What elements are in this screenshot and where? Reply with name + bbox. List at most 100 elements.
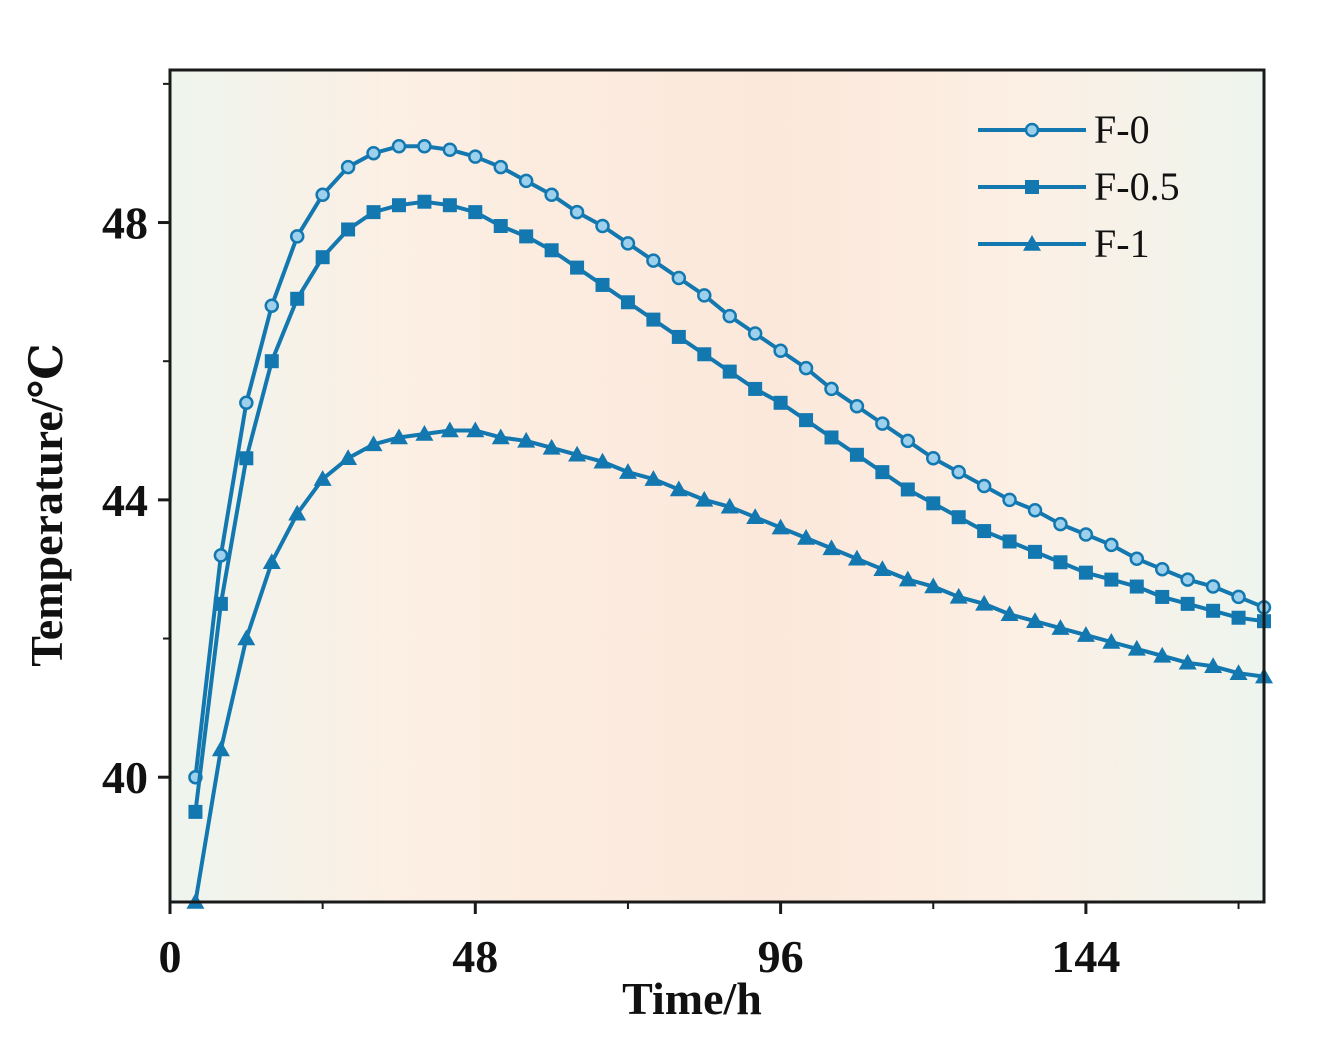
legend-marker	[1024, 122, 1040, 138]
data-point	[900, 433, 916, 449]
data-point	[415, 425, 434, 441]
data-point	[824, 381, 839, 397]
data-point	[1127, 639, 1146, 656]
data-point	[746, 508, 765, 524]
data-point	[771, 518, 790, 535]
data-point	[1129, 579, 1144, 594]
data-point	[697, 347, 712, 362]
data-point	[468, 149, 483, 164]
data-point	[211, 740, 230, 757]
data-point	[975, 594, 994, 611]
data-point	[366, 145, 381, 161]
data-point	[1155, 589, 1170, 604]
y-tick-label: 48	[102, 198, 148, 249]
data-point	[798, 360, 814, 376]
data-point	[1154, 561, 1170, 577]
data-point	[289, 229, 305, 244]
data-point	[442, 198, 457, 213]
data-point	[315, 250, 330, 265]
data-point	[1229, 664, 1248, 680]
data-point	[926, 451, 941, 466]
data-point	[697, 288, 712, 303]
data-point	[1104, 537, 1119, 553]
data-point	[491, 428, 510, 445]
legend-label: F-0	[1094, 107, 1150, 152]
legend-item: F-0	[978, 107, 1150, 152]
data-point	[417, 139, 432, 154]
data-point	[849, 447, 864, 462]
data-point	[875, 465, 890, 480]
data-point	[824, 430, 839, 445]
data-point	[264, 354, 279, 369]
data-point	[900, 482, 915, 497]
data-point	[747, 326, 763, 341]
data-point	[315, 187, 330, 203]
data-point	[493, 159, 508, 175]
data-point	[519, 229, 534, 244]
data-point	[722, 364, 737, 379]
data-point	[1078, 565, 1093, 580]
data-point	[1002, 534, 1017, 549]
data-point	[722, 308, 737, 324]
data-point	[695, 490, 714, 507]
data-point	[797, 529, 816, 545]
plot-area-frame	[168, 68, 1266, 904]
data-point	[341, 222, 356, 237]
x-tick-label: 0	[159, 931, 182, 982]
series-layer	[186, 139, 1273, 909]
x-axis-title: Time/h	[622, 973, 762, 1024]
data-point	[1104, 572, 1119, 587]
data-point	[239, 395, 254, 411]
data-point	[951, 464, 966, 480]
data-point	[542, 438, 561, 455]
y-axis-title: Temperature/℃	[21, 343, 72, 666]
data-point	[1000, 605, 1019, 622]
data-point	[1027, 503, 1043, 518]
data-point	[213, 548, 229, 563]
data-point	[1076, 626, 1095, 642]
x-tick-label: 48	[452, 931, 498, 982]
data-point	[620, 295, 635, 310]
data-point	[669, 480, 688, 497]
data-point	[873, 560, 892, 576]
data-point	[646, 312, 661, 327]
data-point	[290, 291, 305, 306]
data-point	[1053, 516, 1068, 532]
data-point	[1102, 633, 1121, 649]
data-point	[822, 539, 841, 556]
data-point	[898, 570, 917, 587]
data-point	[569, 204, 585, 220]
legend-marker	[1023, 235, 1041, 251]
data-point	[949, 587, 968, 604]
data-point	[1051, 619, 1070, 635]
data-point	[1205, 579, 1221, 594]
data-point	[391, 139, 407, 154]
data-point	[493, 219, 508, 233]
legend: F-0 F-0.5 F-1	[978, 107, 1180, 266]
data-point	[213, 596, 228, 611]
data-point	[1231, 589, 1246, 605]
data-point	[237, 629, 256, 646]
legend-label: F-1	[1094, 221, 1150, 266]
data-point	[1180, 572, 1195, 587]
data-point	[1180, 596, 1195, 611]
legend-marker	[1025, 180, 1039, 194]
data-point	[644, 470, 663, 486]
data-point	[1153, 646, 1172, 663]
data-point	[1204, 657, 1223, 674]
data-point	[440, 421, 459, 438]
legend-item: F-0.5	[978, 164, 1180, 209]
data-point	[442, 142, 458, 157]
data-point	[1028, 544, 1043, 559]
data-point	[924, 577, 943, 594]
data-point	[544, 187, 559, 203]
data-point	[517, 431, 536, 448]
data-point	[671, 270, 687, 286]
legend-label: F-0.5	[1094, 164, 1180, 209]
data-point	[544, 243, 559, 258]
y-tick-label: 40	[102, 752, 148, 803]
data-point	[799, 413, 814, 428]
data-point	[977, 524, 992, 539]
data-point	[1053, 555, 1068, 570]
